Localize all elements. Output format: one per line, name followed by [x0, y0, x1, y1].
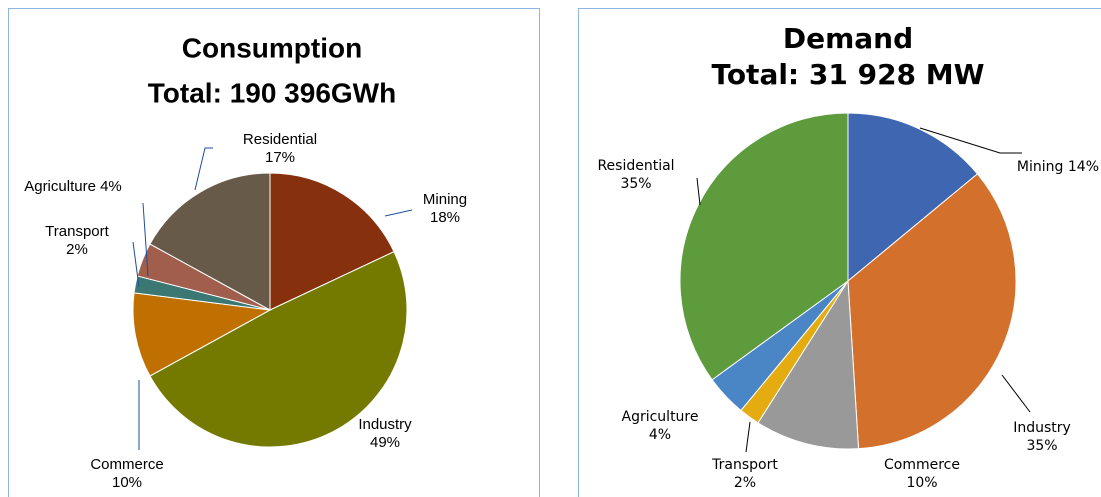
label-name: Agriculture [24, 178, 96, 195]
label-value: 4% [100, 178, 122, 195]
label-value: 49% [370, 434, 400, 451]
label-value: 10% [112, 474, 142, 491]
label-name: Residential [597, 158, 674, 174]
label-name: Mining [423, 191, 467, 208]
leader-line [132, 241, 140, 288]
label-value: 35% [620, 176, 651, 192]
leader-line [919, 127, 1022, 154]
leader-line [745, 421, 751, 453]
label-name: Industry [358, 416, 412, 433]
chart-subtitle: Total: 31 928 MW [711, 58, 984, 91]
leader-line [384, 209, 413, 217]
label-name: Commerce [90, 456, 163, 473]
chart-title: Demand [783, 22, 913, 55]
label-value: 17% [265, 149, 295, 166]
label-value: 18% [430, 209, 460, 226]
pie-slice [269, 172, 395, 311]
data-label: Commerce 10% [90, 456, 163, 491]
label-name: Residential [243, 131, 317, 148]
leader-line [1001, 374, 1031, 413]
data-label: Commerce 10% [884, 457, 960, 491]
data-label: Industry 35% [1013, 420, 1071, 454]
data-label: Residential 17% [243, 131, 317, 166]
label-name: Commerce [884, 457, 960, 473]
chart: Consumption Total: 190 396GWh Mining 18% I… [24, 32, 467, 491]
pie-slice [679, 112, 849, 381]
chart-title: Consumption [182, 32, 362, 63]
pie-slice [757, 279, 860, 450]
label-name: Agriculture [622, 409, 699, 425]
data-label: Transport 2% [711, 457, 778, 491]
leader-line [194, 147, 213, 191]
label-name: Industry [1013, 420, 1071, 436]
leader-line [696, 177, 701, 206]
data-label: Industry 49% [358, 416, 412, 451]
label-name: Transport [711, 457, 778, 473]
pie-slice [149, 251, 408, 448]
chart: Demand Total: 31 928 MW Mining 14% Indust… [597, 22, 1099, 491]
chart-subtitle: Total: 190 396GWh [148, 77, 396, 108]
label-value: 35% [1026, 438, 1057, 454]
label-name: Transport [45, 223, 109, 240]
pie-slice [847, 112, 979, 283]
label-value: 4% [649, 427, 671, 443]
pie-slice [132, 292, 272, 377]
label-value: 2% [734, 475, 756, 491]
leader-line [142, 202, 149, 277]
pie-slice [847, 173, 1017, 450]
label-name: Mining [1017, 159, 1064, 175]
label-value: 14% [1068, 159, 1099, 175]
data-label: Agriculture 4% [24, 178, 122, 195]
data-label: Mining 14% [1017, 159, 1099, 175]
data-label: Residential 35% [597, 158, 674, 192]
label-value: 10% [906, 475, 937, 491]
label-value: 2% [66, 241, 88, 258]
pie-slice [149, 172, 271, 311]
data-label: Transport 2% [45, 223, 109, 258]
data-label: Mining 18% [423, 191, 467, 226]
data-label: Agriculture 4% [622, 409, 699, 443]
